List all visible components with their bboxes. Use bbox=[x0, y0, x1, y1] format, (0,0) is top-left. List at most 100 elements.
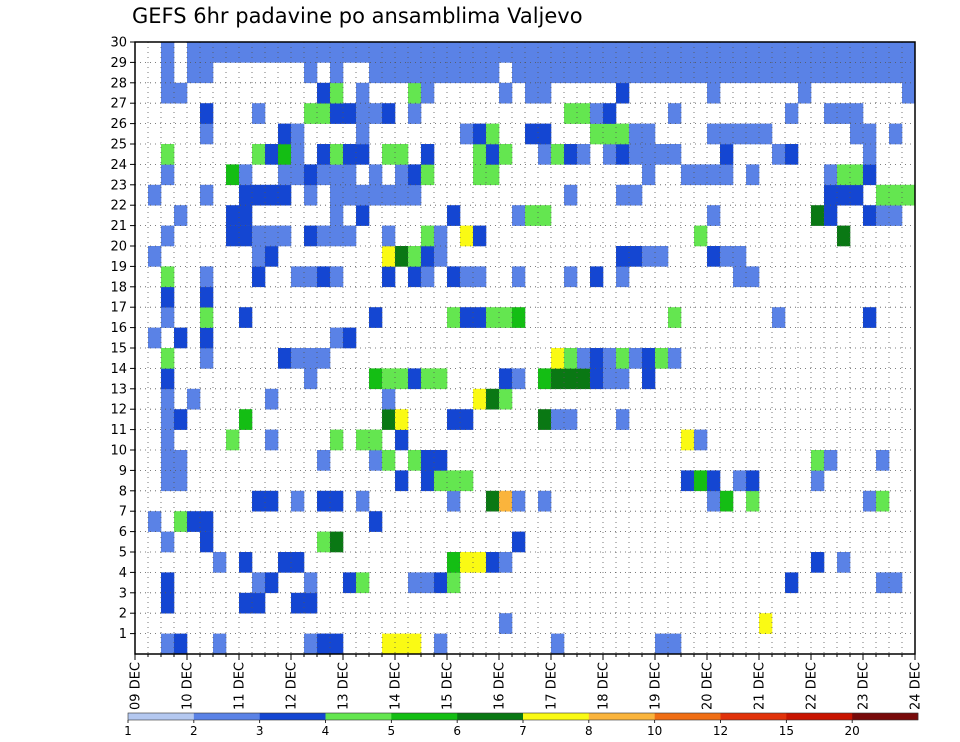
heatmap-cell bbox=[330, 490, 344, 512]
heatmap-cell bbox=[525, 42, 539, 63]
heatmap-cell bbox=[486, 42, 500, 63]
colorbar-label: 15 bbox=[779, 724, 794, 738]
y-tick-label: 9 bbox=[119, 464, 127, 479]
heatmap-cell bbox=[460, 225, 474, 247]
heatmap-cell bbox=[421, 470, 435, 492]
heatmap-cell bbox=[772, 62, 786, 84]
heatmap-cell bbox=[174, 409, 188, 430]
heatmap-cell bbox=[421, 572, 435, 594]
heatmap-cell bbox=[161, 348, 175, 369]
heatmap-cell bbox=[902, 184, 916, 206]
heatmap-cell bbox=[772, 307, 786, 328]
heatmap-cell bbox=[720, 490, 734, 512]
heatmap-cell bbox=[863, 205, 877, 226]
heatmap-cell bbox=[603, 348, 617, 369]
heatmap-cell bbox=[148, 184, 162, 206]
heatmap-cell bbox=[811, 62, 825, 84]
heatmap-cell bbox=[356, 103, 370, 124]
heatmap-cell bbox=[564, 266, 578, 288]
heatmap-cell bbox=[746, 62, 760, 84]
heatmap-cell bbox=[460, 409, 474, 430]
heatmap-cell bbox=[447, 205, 461, 226]
heatmap-cell bbox=[642, 123, 656, 145]
heatmap-cell bbox=[330, 633, 344, 655]
heatmap-cell bbox=[356, 429, 370, 451]
heatmap-cell bbox=[278, 42, 292, 63]
heatmap-cell bbox=[239, 225, 253, 247]
heatmap-cell bbox=[616, 42, 630, 63]
heatmap-cell bbox=[707, 470, 721, 492]
x-tick-label: 19 DEC bbox=[649, 662, 664, 710]
heatmap-cell bbox=[837, 225, 851, 247]
y-tick-label: 12 bbox=[110, 403, 127, 418]
heatmap-cell bbox=[278, 552, 292, 573]
heatmap-cell bbox=[382, 368, 396, 390]
heatmap-cell bbox=[746, 470, 760, 492]
heatmap-cell bbox=[590, 62, 604, 84]
heatmap-cell bbox=[369, 164, 383, 186]
heatmap-cell bbox=[668, 307, 682, 328]
heatmap-cell bbox=[460, 62, 474, 84]
y-tick-label: 25 bbox=[110, 138, 127, 153]
heatmap-cell bbox=[473, 225, 487, 247]
heatmap-cell bbox=[356, 205, 370, 226]
heatmap-cell bbox=[590, 123, 604, 145]
heatmap-cell bbox=[902, 62, 916, 84]
heatmap-cell bbox=[616, 409, 630, 430]
heatmap-cell bbox=[642, 62, 656, 84]
heatmap-cell bbox=[395, 246, 409, 267]
heatmap-cell bbox=[837, 164, 851, 186]
heatmap-cell bbox=[850, 62, 864, 84]
y-tick-label: 24 bbox=[110, 158, 127, 173]
heatmap-cell bbox=[707, 246, 721, 267]
heatmap-cell bbox=[473, 552, 487, 573]
heatmap-cell bbox=[486, 307, 500, 328]
x-tick-label: 14 DEC bbox=[389, 662, 404, 710]
heatmap-cell bbox=[551, 144, 565, 165]
heatmap-cell bbox=[239, 592, 253, 614]
heatmap-cell bbox=[564, 103, 578, 124]
heatmap-cell bbox=[200, 511, 214, 532]
heatmap-cell bbox=[265, 429, 279, 451]
heatmap-cell bbox=[161, 307, 175, 328]
heatmap-cell bbox=[785, 572, 799, 594]
heatmap-cell bbox=[304, 164, 318, 186]
heatmap-cell bbox=[707, 62, 721, 84]
heatmap-cell bbox=[655, 62, 669, 84]
heatmap-cell bbox=[226, 42, 240, 63]
heatmap-cell bbox=[668, 633, 682, 655]
heatmap-cell bbox=[382, 246, 396, 267]
heatmap-cell bbox=[824, 62, 838, 84]
colorbar-swatch bbox=[259, 713, 326, 720]
heatmap-cell bbox=[512, 266, 526, 288]
heatmap-cell bbox=[408, 246, 422, 267]
heatmap-cell bbox=[434, 470, 448, 492]
heatmap-cell bbox=[291, 42, 305, 63]
colorbar-label: 4 bbox=[322, 724, 330, 738]
dotted-grid bbox=[135, 42, 915, 654]
heatmap-cell bbox=[668, 42, 682, 63]
heatmap-cell bbox=[733, 42, 747, 63]
heatmap-cell bbox=[161, 368, 175, 390]
heatmap-cell bbox=[252, 572, 266, 594]
heatmap-cell bbox=[551, 62, 565, 84]
heatmap-cell bbox=[694, 225, 708, 247]
colorbar-label: 8 bbox=[585, 724, 593, 738]
y-tick-label: 29 bbox=[110, 56, 127, 71]
heatmap-cell bbox=[772, 144, 786, 165]
x-tick-label: 16 DEC bbox=[493, 662, 508, 710]
heatmap-cell bbox=[174, 327, 188, 349]
heatmap-cell bbox=[876, 572, 890, 594]
heatmap-cell bbox=[707, 82, 721, 104]
heatmap-cell bbox=[278, 164, 292, 186]
heatmap-cell bbox=[408, 42, 422, 63]
heatmap-cell bbox=[499, 82, 513, 104]
y-tick-label: 4 bbox=[119, 566, 127, 581]
heatmap-cell bbox=[330, 225, 344, 247]
heatmap-cell bbox=[499, 388, 513, 410]
heatmap-cell bbox=[889, 205, 903, 226]
heatmap-cell bbox=[837, 62, 851, 84]
heatmap-cell bbox=[330, 144, 344, 165]
heatmap-cell bbox=[317, 42, 331, 63]
heatmap-cell bbox=[564, 62, 578, 84]
